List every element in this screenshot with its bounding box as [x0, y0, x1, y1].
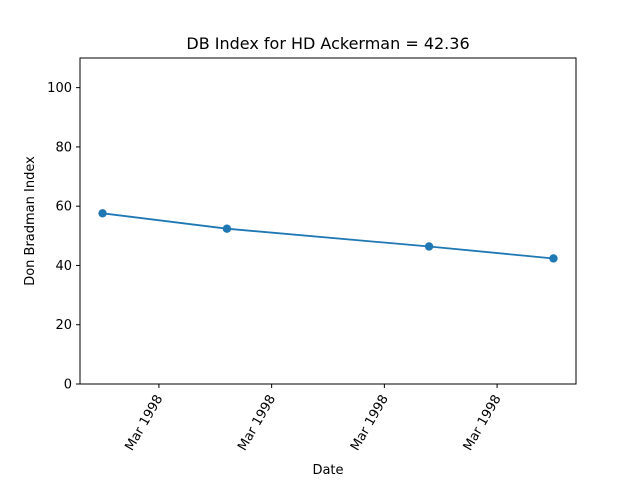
data-point — [222, 224, 232, 233]
series-group — [98, 209, 558, 263]
y-axis-label: Don Bradman Index — [23, 156, 38, 286]
chart-title: DB Index for HD Ackerman = 42.36 — [186, 34, 469, 53]
y-tick-label: 20 — [55, 318, 72, 333]
x-axis: Mar 1998 Mar 1998 Mar 1998 Mar 1998 — [123, 384, 505, 453]
y-axis: 0 20 40 60 80 100 — [47, 81, 80, 393]
plot-area — [79, 57, 577, 385]
y-tick-label: 60 — [55, 200, 72, 215]
data-point — [549, 254, 558, 263]
x-tick-label: Mar 1998 — [235, 393, 279, 454]
y-tick-label: 100 — [47, 81, 72, 96]
x-tick-label: Mar 1998 — [461, 393, 505, 454]
x-axis-label: Date — [312, 463, 343, 478]
data-point — [424, 242, 434, 251]
y-tick-label: 80 — [55, 140, 72, 155]
y-tick-label: 0 — [64, 378, 72, 393]
y-tick-label: 40 — [55, 259, 72, 274]
x-tick-label: Mar 1998 — [123, 393, 167, 454]
data-point — [98, 209, 107, 218]
x-tick-label: Mar 1998 — [348, 393, 392, 454]
series-line — [102, 212, 554, 260]
